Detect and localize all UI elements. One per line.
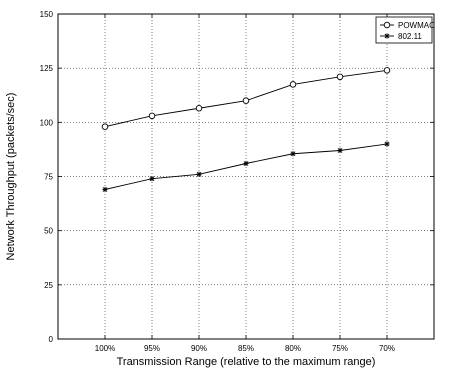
y-tick-label: 0 bbox=[49, 335, 54, 344]
y-tick-label: 75 bbox=[44, 173, 53, 182]
legend: POWMAC 802.11 bbox=[375, 16, 435, 44]
data-point-star bbox=[149, 176, 155, 182]
data-point-circle bbox=[336, 73, 344, 81]
star-stroke bbox=[243, 161, 249, 166]
y-axis-ticks: 0 25 50 75 100 125 150 bbox=[40, 10, 434, 344]
series-802-11 bbox=[102, 141, 390, 193]
star-stroke bbox=[384, 33, 390, 39]
data-point-star bbox=[384, 33, 390, 39]
x-tick-label: 95% bbox=[144, 344, 160, 353]
data-point-star bbox=[290, 151, 296, 157]
data-point-circle bbox=[101, 123, 109, 130]
data-point-star bbox=[337, 147, 343, 154]
x-axis-ticks: 100% 95% 90% 85% 80% 75% 70% bbox=[95, 14, 395, 353]
star-stroke bbox=[290, 151, 296, 157]
y-tick-label: 125 bbox=[40, 64, 54, 73]
data-point-star bbox=[243, 160, 249, 167]
x-tick-label: 100% bbox=[95, 344, 115, 353]
y-tick-label: 100 bbox=[40, 118, 54, 127]
star-stroke bbox=[384, 141, 390, 147]
legend-box bbox=[375, 16, 433, 44]
x-tick-label: 85% bbox=[238, 344, 254, 353]
data-point-circle bbox=[195, 104, 203, 112]
star-stroke bbox=[149, 176, 155, 182]
x-tick-label: 70% bbox=[379, 344, 395, 353]
data-point-star bbox=[196, 171, 202, 177]
series-powmac bbox=[101, 67, 391, 130]
data-point-circle bbox=[383, 21, 391, 29]
legend-item: POWMAC bbox=[380, 21, 435, 30]
data-point-circle bbox=[148, 112, 156, 120]
star-stroke bbox=[196, 171, 202, 177]
x-tick-label: 80% bbox=[285, 344, 301, 353]
series-layer bbox=[101, 67, 391, 193]
legend-label: 802.11 bbox=[398, 32, 422, 41]
y-tick-label: 150 bbox=[40, 10, 54, 19]
x-axis-title: Transmission Range (relative to the maxi… bbox=[117, 356, 376, 368]
y-tick-label: 25 bbox=[44, 281, 53, 290]
y-axis-title: Network Throughput (packets/sec) bbox=[5, 93, 17, 261]
data-point-circle bbox=[289, 81, 297, 88]
x-tick-label: 75% bbox=[332, 344, 348, 353]
star-stroke bbox=[102, 187, 108, 192]
x-tick-label: 90% bbox=[191, 344, 207, 353]
legend-label: POWMAC bbox=[398, 21, 435, 30]
data-point-circle bbox=[383, 67, 391, 74]
star-stroke bbox=[337, 148, 343, 153]
legend-items: POWMAC 802.11 bbox=[380, 21, 435, 41]
data-point-star bbox=[384, 141, 390, 147]
data-point-circle bbox=[242, 97, 250, 104]
legend-item: 802.11 bbox=[380, 32, 422, 41]
data-point-star bbox=[102, 186, 108, 193]
y-tick-label: 50 bbox=[44, 227, 53, 236]
grid-lines bbox=[58, 14, 434, 339]
